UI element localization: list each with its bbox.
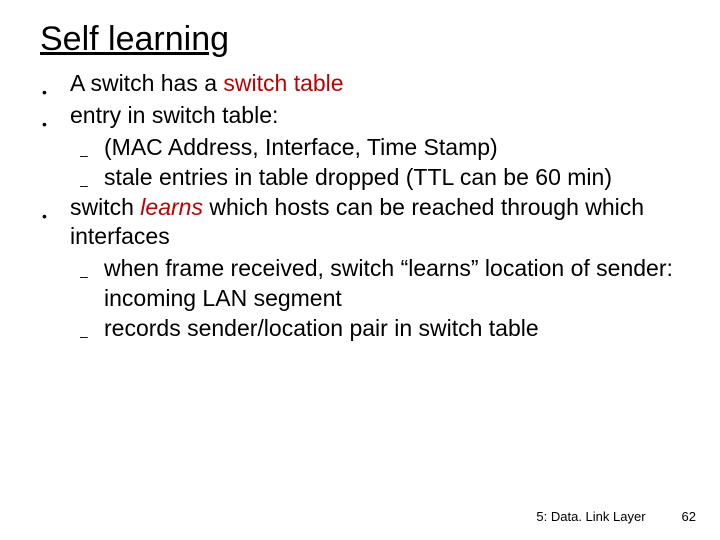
- sub-bullet-marker: –: [80, 163, 104, 193]
- sub-bullet-item: – stale entries in table dropped (TTL ca…: [80, 163, 690, 193]
- bullet-item: • entry in switch table:: [40, 101, 690, 131]
- slide-footer: 5: Data. Link Layer 62: [536, 509, 696, 524]
- sub-bullet-marker: –: [80, 314, 104, 344]
- slide-title: Self learning: [40, 20, 690, 59]
- sub-bullet-text: records sender/location pair in switch t…: [104, 314, 690, 344]
- sub-bullet-text: stale entries in table dropped (TTL can …: [104, 163, 690, 193]
- slide-container: Self learning • A switch has a switch ta…: [0, 0, 720, 540]
- text-segment: entry in switch table:: [70, 102, 278, 128]
- text-segment: switch: [70, 194, 140, 220]
- sub-bullet-item: – records sender/location pair in switch…: [80, 314, 690, 344]
- bullet-text: A switch has a switch table: [70, 69, 690, 99]
- bullet-text: switch learns which hosts can be reached…: [70, 193, 690, 253]
- sub-bullet-item: – (MAC Address, Interface, Time Stamp): [80, 133, 690, 163]
- text-segment: A switch has a: [70, 70, 223, 96]
- sub-bullet-marker: –: [80, 133, 104, 163]
- footer-page-number: 62: [682, 509, 696, 524]
- slide-content: • A switch has a switch table • entry in…: [40, 69, 690, 344]
- emphasis-text: learns: [140, 194, 203, 220]
- sub-bullet-item: – when frame received, switch “learns” l…: [80, 254, 690, 314]
- emphasis-text: switch table: [223, 70, 343, 96]
- sub-bullet-marker: –: [80, 254, 104, 284]
- bullet-item: • A switch has a switch table: [40, 69, 690, 99]
- bullet-text: entry in switch table:: [70, 101, 690, 131]
- sub-bullet-text: when frame received, switch “learns” loc…: [104, 254, 690, 314]
- bullet-marker: •: [40, 101, 70, 131]
- bullet-marker: •: [40, 69, 70, 99]
- footer-section: 5: Data. Link Layer: [536, 509, 645, 524]
- bullet-marker: •: [40, 193, 70, 223]
- sub-bullet-text: (MAC Address, Interface, Time Stamp): [104, 133, 690, 163]
- bullet-item: • switch learns which hosts can be reach…: [40, 193, 690, 253]
